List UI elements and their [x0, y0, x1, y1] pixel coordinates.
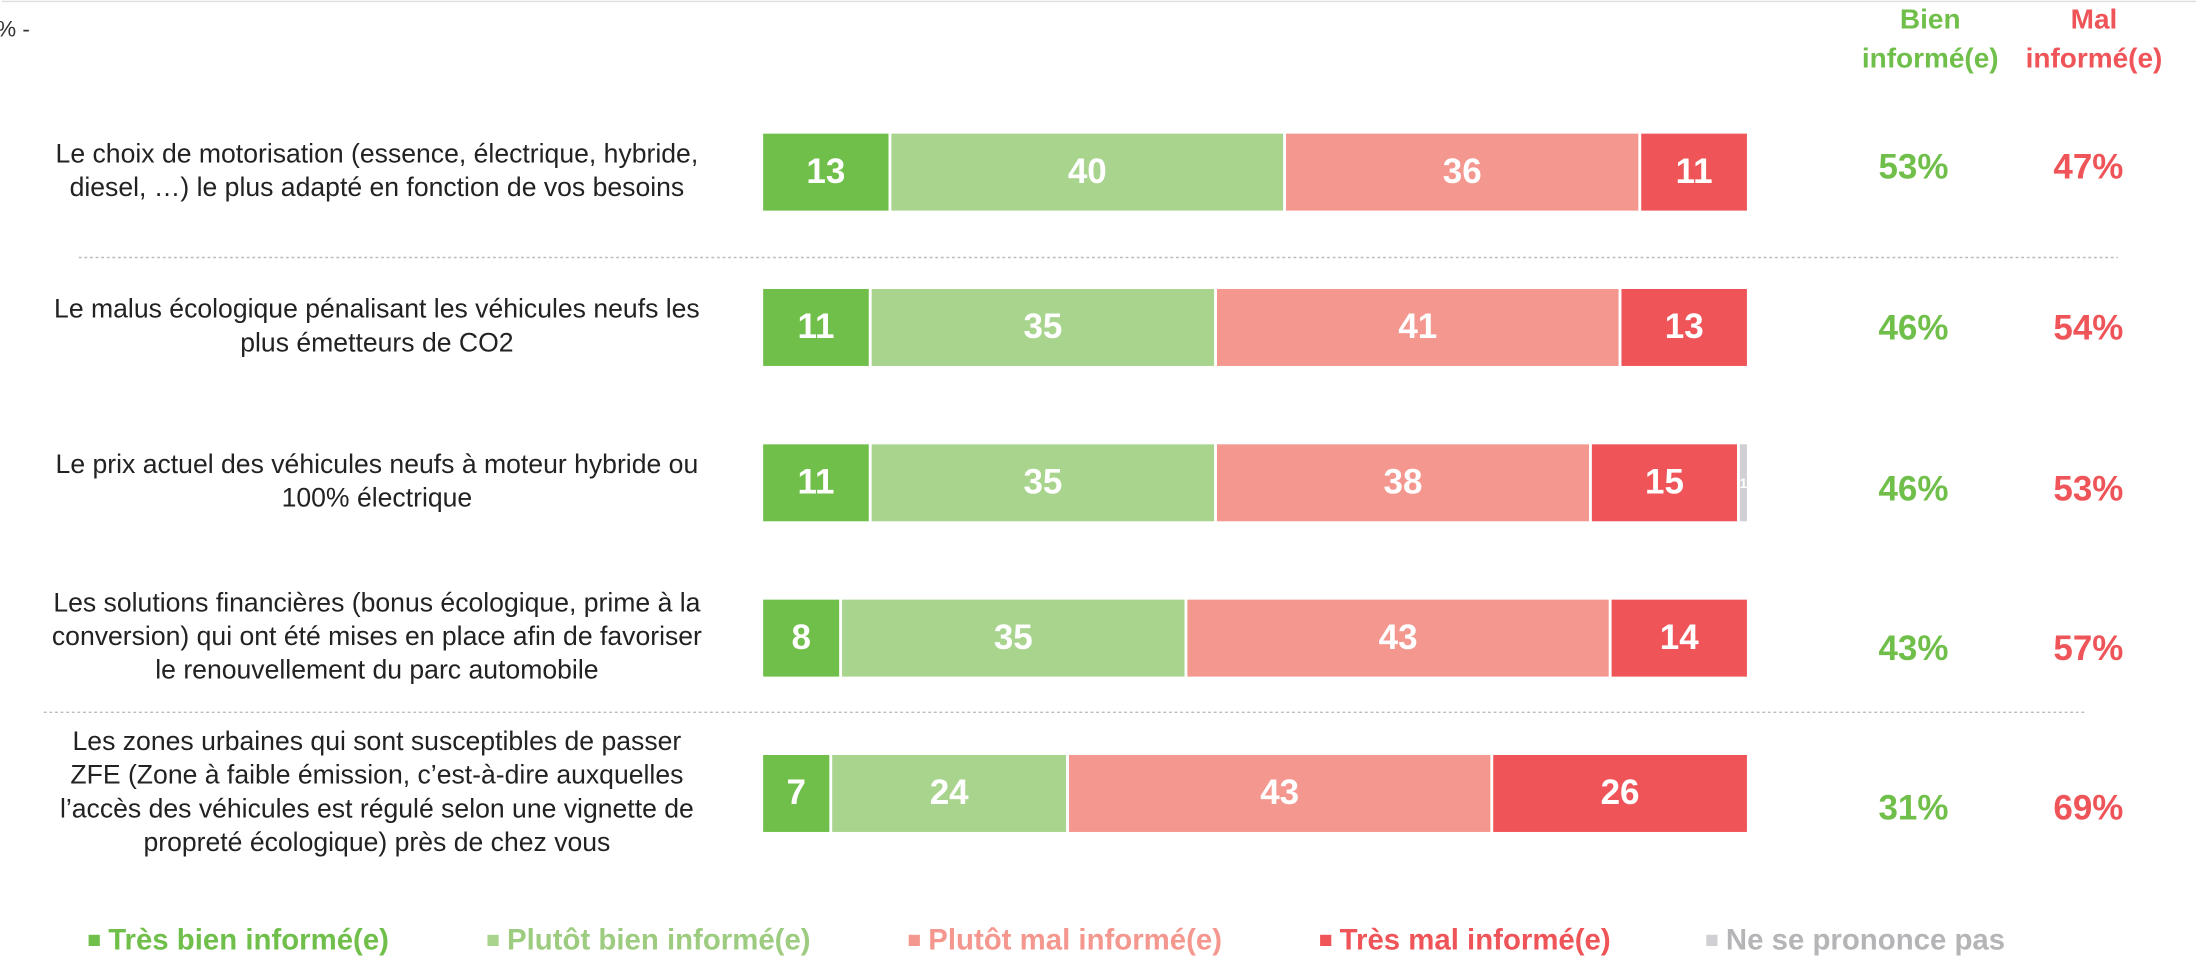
- bar-segment: [1737, 441, 1750, 525]
- value-label: 8: [791, 618, 810, 657]
- bar-segment: [1283, 130, 1642, 214]
- category-label: conversion) qui ont été mises en place a…: [52, 621, 702, 651]
- value-label: 26: [1601, 773, 1640, 812]
- column-header: Bien: [1900, 3, 1961, 34]
- unit-note: % -: [0, 17, 30, 42]
- value-label: 40: [1068, 152, 1107, 191]
- bar-segment: [1589, 441, 1740, 525]
- bar-segment: [1490, 752, 1750, 835]
- value-label: 35: [1023, 307, 1062, 346]
- legend-label: Très mal informé(e): [1340, 924, 1611, 957]
- bar-segment: [1214, 286, 1622, 369]
- value-label: 1: [1740, 475, 1748, 491]
- bar-segment: [868, 441, 1217, 525]
- summary-value: 53%: [1878, 148, 1948, 187]
- value-label: 35: [994, 618, 1033, 657]
- legend-swatch: [908, 934, 920, 947]
- bar-segment: [1638, 130, 1750, 214]
- summary-value: 57%: [2053, 629, 2123, 668]
- summary-value: 69%: [2053, 788, 2123, 827]
- value-label: 7: [787, 773, 806, 812]
- column-header: Mal: [2071, 3, 2118, 34]
- bar-segment: [868, 286, 1217, 369]
- category-label: Les solutions financières (bonus écologi…: [53, 588, 700, 618]
- legend-label: Très bien informé(e): [108, 924, 389, 957]
- summary-value: 53%: [2053, 469, 2123, 508]
- bar-segment: [760, 441, 872, 525]
- bar-segment: [760, 596, 843, 680]
- bar-segment: [760, 752, 833, 835]
- category-label: ZFE (Zone à faible émission, c’est-à-dir…: [70, 760, 683, 790]
- legend-label: Plutôt mal informé(e): [928, 924, 1222, 957]
- summary-value: 31%: [1878, 788, 1948, 827]
- value-label: 11: [798, 462, 835, 501]
- bar-segment: [1618, 286, 1750, 369]
- value-label: 13: [806, 152, 845, 191]
- category-label: Les zones urbaines qui sont susceptibles…: [73, 726, 682, 756]
- legend-label: Ne se prononce pas: [1726, 924, 2005, 957]
- bar-segment: [888, 130, 1287, 214]
- value-label: 24: [930, 773, 969, 812]
- value-label: 41: [1398, 307, 1437, 346]
- legend-swatch: [1320, 934, 1332, 947]
- value-label: 11: [798, 307, 835, 346]
- bar-segment: [1214, 441, 1592, 525]
- column-header: informé(e): [1862, 43, 1999, 74]
- bar-segment: [839, 596, 1188, 680]
- value-label: 13: [1665, 307, 1704, 346]
- category-label: l’accès des véhicules est régulé selon u…: [60, 793, 694, 823]
- category-label: le renouvellement du parc automobile: [155, 655, 598, 685]
- summary-value: 46%: [1878, 308, 1948, 347]
- legend-label: Plutôt bien informé(e): [507, 924, 811, 957]
- summary-value: 54%: [2053, 308, 2123, 347]
- bar-segment: [1066, 752, 1494, 835]
- summary-value: 43%: [1878, 629, 1948, 668]
- value-label: 36: [1443, 152, 1482, 191]
- bar-segment: [1608, 596, 1750, 680]
- summary-value: 47%: [2053, 148, 2123, 187]
- category-label: Le malus écologique pénalisant les véhic…: [54, 294, 700, 324]
- bar-segment: [829, 752, 1069, 835]
- value-label: 38: [1384, 462, 1423, 501]
- value-label: 15: [1645, 462, 1684, 501]
- bar-segment: [1184, 596, 1612, 680]
- value-label: 43: [1260, 773, 1299, 812]
- value-label: 43: [1379, 618, 1418, 657]
- legend-swatch: [88, 934, 100, 947]
- column-header: informé(e): [2026, 43, 2163, 74]
- value-label: 14: [1660, 618, 1699, 657]
- category-label: diesel, …) le plus adapté en fonction de…: [70, 172, 685, 202]
- category-label: 100% électrique: [282, 483, 473, 513]
- legend-swatch: [487, 934, 499, 947]
- category-label: Le prix actuel des véhicules neufs à mot…: [56, 449, 699, 479]
- value-label: 11: [1676, 152, 1713, 191]
- summary-value: 46%: [1878, 469, 1948, 508]
- category-label: Le choix de motorisation (essence, élect…: [56, 138, 699, 168]
- legend-swatch: [1706, 934, 1718, 947]
- value-label: 35: [1023, 462, 1062, 501]
- category-label: plus émetteurs de CO2: [240, 327, 513, 357]
- category-label: propreté écologique) près de chez vous: [143, 827, 610, 857]
